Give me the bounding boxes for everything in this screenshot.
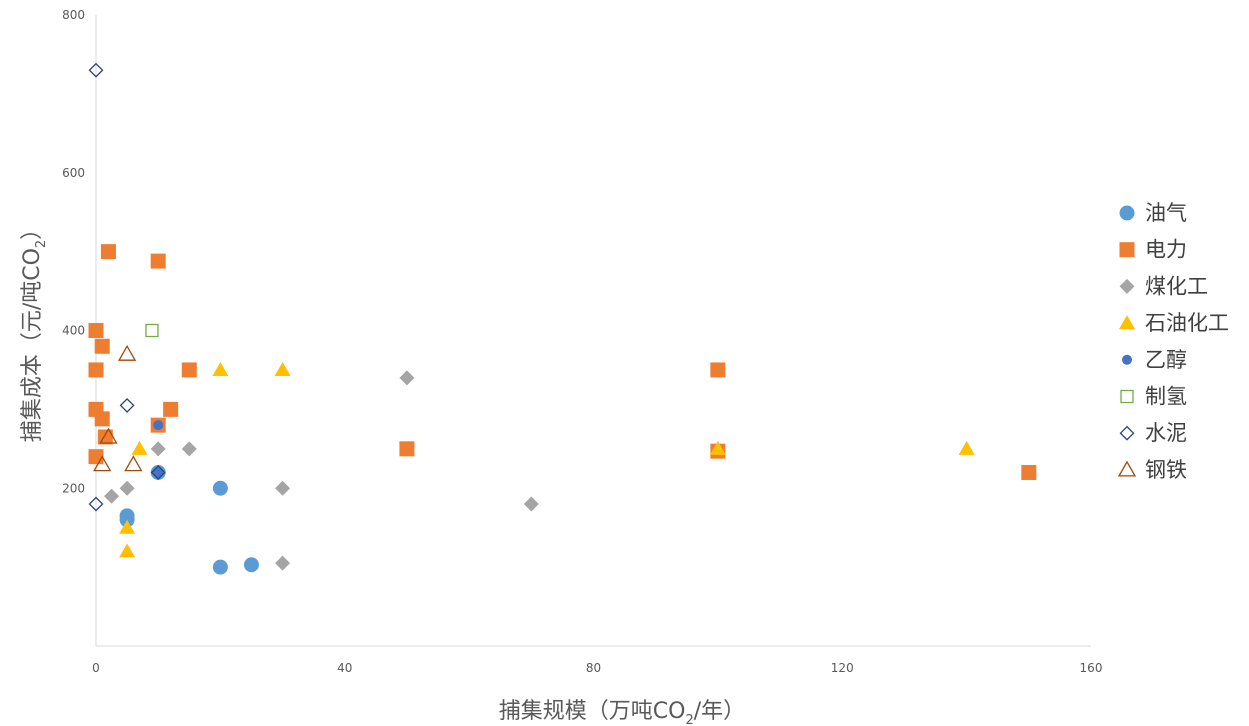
- legend-marker: [1122, 354, 1132, 365]
- data-point: [131, 440, 148, 455]
- legend-label: 水泥: [1145, 421, 1187, 445]
- axes: [95, 15, 1091, 647]
- data-point: [104, 488, 120, 504]
- x-tick-label: 160: [1080, 661, 1103, 675]
- data-point: [274, 361, 291, 376]
- x-tick-label: 40: [337, 661, 352, 675]
- data-point: [958, 440, 975, 455]
- data-point: [1021, 464, 1037, 480]
- data-point: [88, 323, 104, 338]
- data-point: [523, 496, 539, 512]
- legend-item: 石油化工: [1119, 311, 1229, 335]
- data-point: [212, 361, 229, 376]
- data-point: [93, 455, 112, 472]
- data-point: [117, 344, 137, 361]
- data-point: [124, 455, 143, 472]
- y-tick-label: 400: [62, 324, 85, 338]
- x-tick-label: 0: [92, 661, 100, 675]
- data-point: [94, 411, 110, 427]
- legend-item: 电力: [1119, 238, 1187, 262]
- y-axis-title: 捕集成本（元/吨CO2）: [20, 218, 49, 442]
- data-point: [119, 543, 136, 558]
- legend-marker: [1119, 425, 1135, 441]
- legend-item: 制氢: [1120, 385, 1187, 409]
- series-6: [145, 323, 159, 338]
- x-tick-label: 120: [831, 661, 854, 675]
- data-point: [94, 338, 110, 354]
- legend-item: 钢铁: [1117, 458, 1187, 482]
- legend-label: 电力: [1145, 238, 1187, 262]
- data-point: [181, 441, 197, 457]
- data-point: [100, 244, 116, 260]
- data-point: [119, 398, 135, 413]
- data-point: [88, 449, 104, 465]
- data-point: [163, 401, 179, 417]
- legend-marker: [1119, 205, 1135, 221]
- legend-label: 油气: [1145, 201, 1187, 225]
- legend-label: 煤化工: [1145, 274, 1208, 298]
- legend-marker: [1120, 389, 1134, 404]
- data-point: [275, 480, 291, 496]
- data-point: [88, 62, 104, 78]
- legend-marker: [1119, 315, 1135, 330]
- x-tick-label: 80: [586, 661, 601, 675]
- x-axis-title: 捕集规模（万吨CO2/年）: [499, 699, 745, 726]
- legend-label: 钢铁: [1145, 458, 1187, 482]
- data-point: [243, 557, 259, 573]
- data-point: [150, 465, 166, 480]
- data-point: [710, 362, 726, 378]
- data-point: [212, 480, 228, 496]
- data-point: [709, 440, 726, 455]
- data-point: [99, 427, 118, 444]
- data-point: [119, 519, 136, 534]
- data-point: [88, 362, 104, 378]
- y-tick-label: 800: [62, 8, 85, 22]
- legend-item: 油气: [1119, 201, 1187, 225]
- axis-titles: 捕集规模（万吨CO2/年） 捕集成本（元/吨CO2）: [20, 218, 745, 726]
- data-point: [153, 420, 164, 431]
- data-point: [275, 555, 291, 571]
- tick-labels: 0 40 80 120 160 200 400 600 800: [62, 8, 1102, 675]
- legend-label: 石油化工: [1145, 311, 1229, 335]
- data-point: [150, 253, 166, 269]
- data-points: [88, 62, 1037, 575]
- data-point: [399, 441, 415, 457]
- series-5: [153, 420, 164, 478]
- data-point: [88, 496, 104, 512]
- data-point: [153, 467, 164, 478]
- series-2: [88, 244, 1037, 480]
- series-8: [93, 344, 143, 472]
- data-point: [212, 559, 228, 575]
- series-7: [88, 62, 166, 512]
- data-point: [181, 362, 197, 378]
- legend-item: 水泥: [1119, 421, 1187, 445]
- series-4: [119, 361, 975, 558]
- legend-marker: [1117, 460, 1137, 477]
- data-point: [150, 441, 166, 457]
- y-tick-label: 600: [62, 166, 85, 180]
- data-point: [399, 370, 415, 386]
- series-3: [104, 370, 539, 571]
- data-point: [145, 323, 159, 338]
- legend-label: 制氢: [1145, 385, 1187, 409]
- series-1: [119, 464, 259, 575]
- legend-marker: [1119, 278, 1135, 294]
- y-tick-label: 200: [62, 481, 85, 495]
- legend-item: 乙醇: [1122, 348, 1187, 372]
- legend-label: 乙醇: [1145, 348, 1187, 372]
- legend-item: 煤化工: [1119, 274, 1208, 298]
- legend-marker: [1119, 242, 1135, 258]
- data-point: [119, 480, 135, 496]
